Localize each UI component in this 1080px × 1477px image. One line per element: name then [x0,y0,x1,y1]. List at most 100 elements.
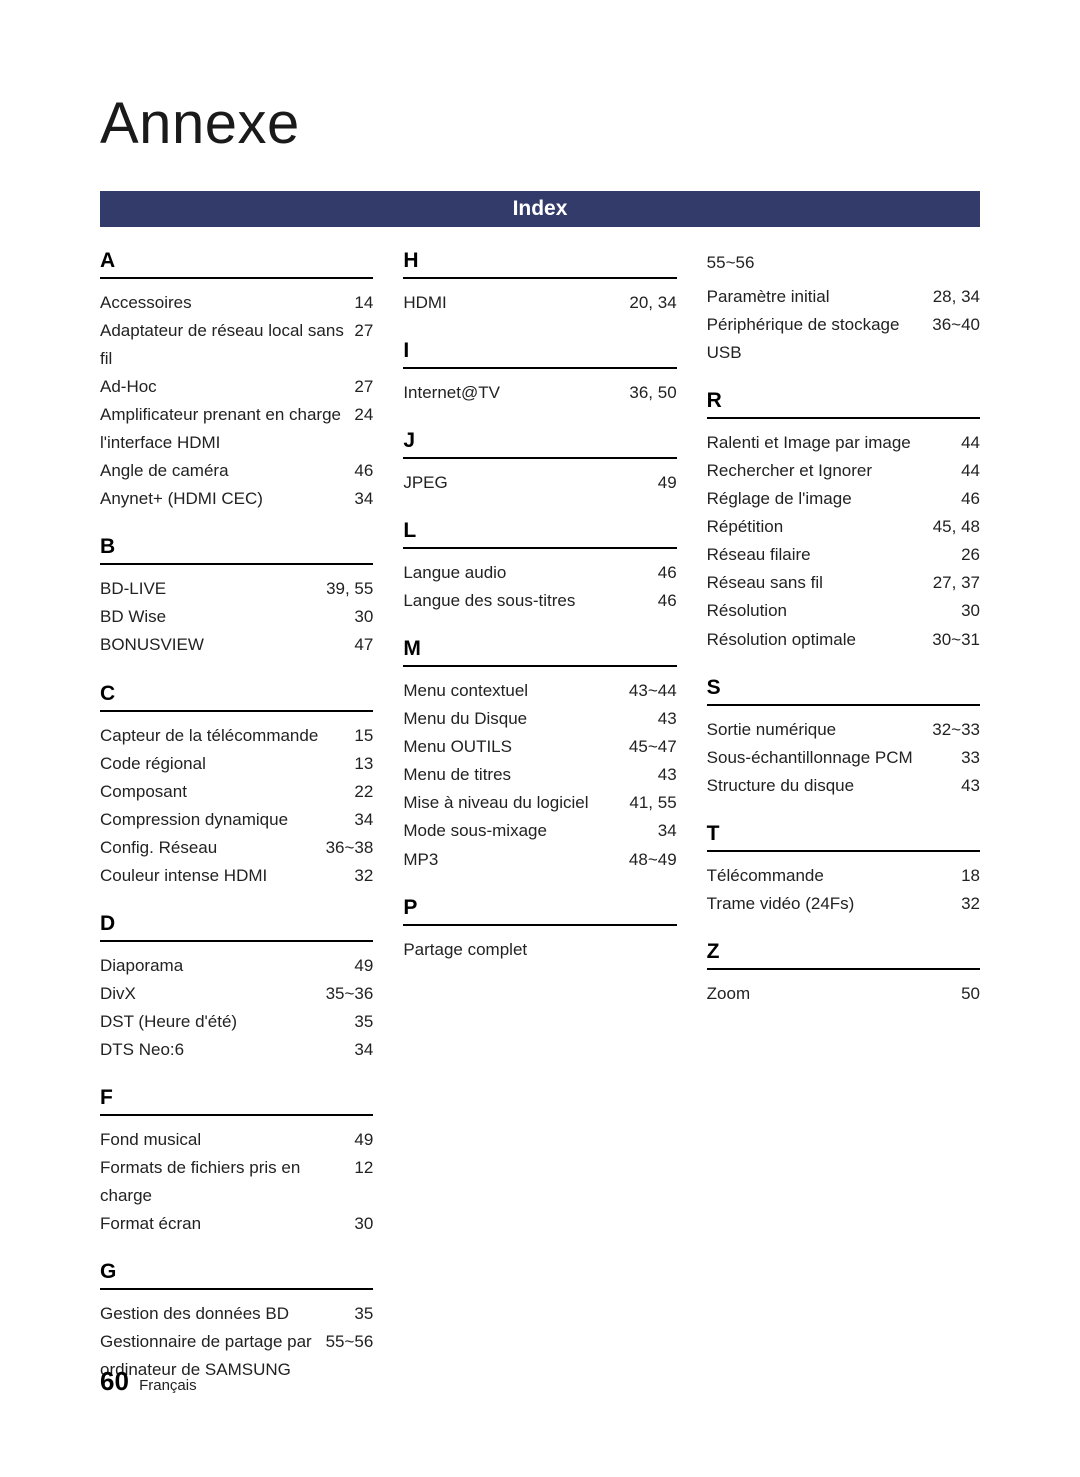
index-page: 49 [354,952,373,980]
index-heading-bar: Index [100,191,980,227]
index-row: HDMI20, 34 [403,289,676,317]
index-row: Réglage de l'image46 [707,485,980,513]
index-term: Rechercher et Ignorer [707,457,961,485]
letter-P: P [403,896,676,926]
index-page: 14 [354,289,373,317]
index-row: Mode sous-mixage34 [403,817,676,845]
index-row: Paramètre initial28, 34 [707,283,980,311]
index-page: 46 [658,587,677,615]
index-row: Angle de caméra46 [100,457,373,485]
index-row: Adaptateur de réseau local sans fil27 [100,317,373,373]
index-term: Formats de fichiers pris en charge [100,1154,354,1210]
index-row: Diaporama49 [100,952,373,980]
index-page: 43 [658,705,677,733]
index-page: 18 [961,862,980,890]
index-row: Internet@TV36, 50 [403,379,676,407]
index-row: Télécommande18 [707,862,980,890]
page-title: Annexe [100,90,980,157]
letter-S: S [707,676,980,706]
index-page: 36, 50 [629,379,676,407]
index-page: 15 [354,722,373,750]
index-term: Fond musical [100,1126,354,1154]
index-row: Rechercher et Ignorer44 [707,457,980,485]
index-term: Ralenti et Image par image [707,429,961,457]
index-col-3: 55~56 Paramètre initial28, 34 Périphériq… [707,249,980,1384]
index-row: Réseau sans fil27, 37 [707,569,980,597]
index-row: Compression dynamique34 [100,806,373,834]
index-term: Télécommande [707,862,961,890]
index-row: Format écran30 [100,1210,373,1238]
index-row: JPEG49 [403,469,676,497]
index-term: Résolution optimale [707,626,933,654]
letter-T: T [707,822,980,852]
index-term: Menu contextuel [403,677,629,705]
index-term: Compression dynamique [100,806,354,834]
index-col-1: A Accessoires14 Adaptateur de réseau loc… [100,249,373,1384]
index-row: Structure du disque43 [707,772,980,800]
index-term: Angle de caméra [100,457,354,485]
index-term: Paramètre initial [707,283,933,311]
index-col-2: H HDMI20, 34 I Internet@TV36, 50 J JPEG4… [403,249,676,1384]
index-term: Gestion des données BD [100,1300,354,1328]
index-row: Code régional13 [100,750,373,778]
index-term: Menu OUTILS [403,733,629,761]
index-term: Réglage de l'image [707,485,961,513]
index-page: 26 [961,541,980,569]
index-page: 34 [354,1036,373,1064]
index-term: Réseau sans fil [707,569,933,597]
index-row: Composant22 [100,778,373,806]
index-page: 45, 48 [933,513,980,541]
index-row: BD Wise30 [100,603,373,631]
index-term: Code régional [100,750,354,778]
index-term: Adaptateur de réseau local sans fil [100,317,354,373]
index-row: DST (Heure d'été)35 [100,1008,373,1036]
index-row: MP348~49 [403,846,676,874]
letter-L: L [403,519,676,549]
index-page: 20, 34 [629,289,676,317]
index-term: DTS Neo:6 [100,1036,354,1064]
index-page: 27 [354,317,373,373]
index-term: MP3 [403,846,629,874]
index-page: 36~40 [932,311,980,367]
index-page: 32 [961,890,980,918]
index-term: Répétition [707,513,933,541]
index-page: 30 [354,603,373,631]
index-row: Menu du Disque43 [403,705,676,733]
index-row: BD-LIVE39, 55 [100,575,373,603]
index-page: 22 [354,778,373,806]
index-page: 30 [961,597,980,625]
index-page: 34 [658,817,677,845]
index-row: BONUSVIEW47 [100,631,373,659]
index-page: 33 [961,744,980,772]
letter-I: I [403,339,676,369]
letter-G: G [100,1260,373,1290]
index-row: Résolution30 [707,597,980,625]
index-term: Config. Réseau [100,834,326,862]
index-term: Langue des sous-titres [403,587,657,615]
index-term: DivX [100,980,326,1008]
index-page: 44 [961,457,980,485]
index-term: Internet@TV [403,379,629,407]
index-page: 43~44 [629,677,677,705]
index-row: Couleur intense HDMI32 [100,862,373,890]
index-term: Menu du Disque [403,705,657,733]
index-term: Couleur intense HDMI [100,862,354,890]
index-page: 24 [354,401,373,457]
index-page: 34 [354,806,373,834]
index-page: 55~56 [326,1328,374,1384]
index-term: Accessoires [100,289,354,317]
index-page: 49 [354,1126,373,1154]
index-orphan-page: 55~56 [707,249,980,277]
index-term: BD Wise [100,603,354,631]
index-term: Mode sous-mixage [403,817,657,845]
index-term: Résolution [707,597,961,625]
letter-B: B [100,535,373,565]
index-page: 47 [354,631,373,659]
letter-A: A [100,249,373,279]
index-page: 45~47 [629,733,677,761]
index-page: 13 [354,750,373,778]
index-term: Périphérique de stockage USB [707,311,933,367]
index-term: Composant [100,778,354,806]
index-row: DivX35~36 [100,980,373,1008]
index-page: 43 [961,772,980,800]
